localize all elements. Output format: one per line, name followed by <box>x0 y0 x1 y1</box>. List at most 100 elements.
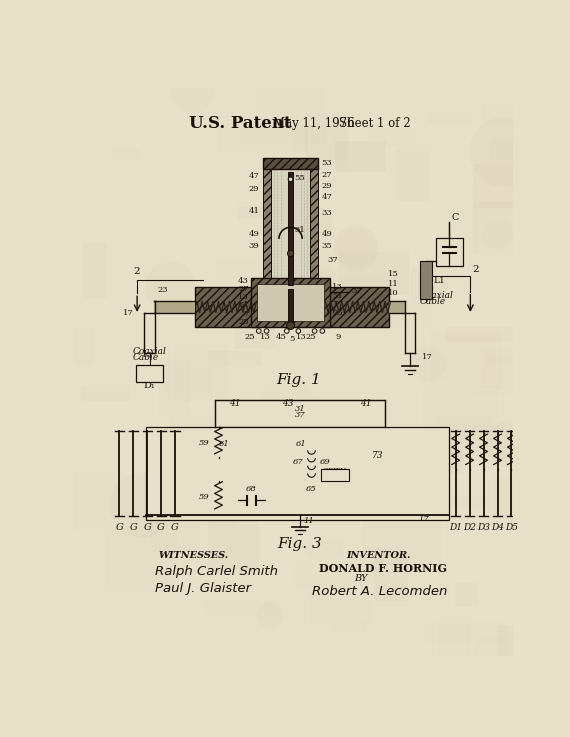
Bar <box>445 327 526 340</box>
Bar <box>112 149 140 159</box>
Text: 41: 41 <box>249 207 259 215</box>
Bar <box>263 158 317 169</box>
Bar <box>428 113 471 125</box>
Circle shape <box>145 262 196 312</box>
Bar <box>151 509 200 551</box>
Bar <box>174 344 229 402</box>
Bar <box>361 298 433 329</box>
Bar <box>75 327 94 364</box>
Bar <box>420 261 433 299</box>
Text: 35: 35 <box>321 242 332 250</box>
Bar <box>203 599 279 614</box>
Bar <box>490 140 515 159</box>
Circle shape <box>296 329 300 333</box>
Text: 27: 27 <box>238 285 249 293</box>
Bar <box>257 284 324 321</box>
Bar <box>217 122 307 152</box>
Text: 49: 49 <box>321 230 332 238</box>
Text: 49: 49 <box>249 230 259 238</box>
Text: 71: 71 <box>336 472 345 480</box>
Bar <box>308 268 336 287</box>
Text: 73: 73 <box>372 451 384 460</box>
Text: 7: 7 <box>332 301 338 308</box>
Text: 31: 31 <box>295 405 306 413</box>
Text: 51: 51 <box>238 301 249 309</box>
Text: 59: 59 <box>198 439 209 447</box>
Text: 65: 65 <box>306 485 317 493</box>
Bar <box>411 267 447 298</box>
Text: 7: 7 <box>243 310 249 318</box>
Text: ON: ON <box>335 467 347 475</box>
Bar <box>214 259 262 291</box>
Text: 37: 37 <box>351 287 362 295</box>
Bar <box>423 495 490 507</box>
Text: 17: 17 <box>422 354 432 361</box>
Bar <box>486 355 570 366</box>
Bar <box>437 623 471 666</box>
Text: 5: 5 <box>290 335 295 343</box>
Text: 41: 41 <box>229 399 240 408</box>
Text: G: G <box>129 523 137 533</box>
Bar <box>263 169 271 296</box>
Bar <box>75 471 117 530</box>
Text: 39: 39 <box>249 242 259 251</box>
Text: G: G <box>143 523 151 533</box>
Text: 67: 67 <box>293 458 304 466</box>
Text: 69: 69 <box>319 458 330 466</box>
Text: Cable: Cable <box>420 297 446 306</box>
Bar <box>338 251 409 295</box>
Text: 23: 23 <box>157 286 168 294</box>
Bar <box>324 287 389 327</box>
Text: Fig. 1: Fig. 1 <box>276 374 321 388</box>
Text: 45: 45 <box>276 333 287 341</box>
Text: G: G <box>157 523 165 533</box>
Bar <box>146 427 450 520</box>
Text: 29: 29 <box>249 186 259 193</box>
Bar <box>239 126 325 145</box>
Text: D3: D3 <box>477 523 490 533</box>
Text: 53: 53 <box>321 159 332 167</box>
Text: 9: 9 <box>335 333 340 341</box>
Text: Coaxial: Coaxial <box>132 347 166 356</box>
Bar <box>365 547 393 556</box>
Text: BY: BY <box>354 574 368 583</box>
Bar <box>362 509 442 566</box>
Text: May 11, 1976: May 11, 1976 <box>273 116 355 130</box>
Text: 17: 17 <box>123 309 133 317</box>
Text: D4: D4 <box>491 523 504 533</box>
Bar <box>105 531 177 592</box>
Text: 15: 15 <box>388 270 398 279</box>
Bar <box>255 89 325 125</box>
Bar <box>154 301 196 313</box>
Circle shape <box>256 329 261 333</box>
Bar <box>335 141 386 172</box>
Bar <box>498 625 549 678</box>
Bar <box>306 113 349 160</box>
Bar <box>437 418 492 460</box>
Text: Ralph Carlel Smith: Ralph Carlel Smith <box>155 565 278 578</box>
Text: Sheet 1 of 2: Sheet 1 of 2 <box>339 116 410 130</box>
Bar <box>288 289 293 327</box>
Text: D5: D5 <box>505 523 518 533</box>
Bar <box>251 278 330 327</box>
Circle shape <box>242 477 275 509</box>
Circle shape <box>333 226 378 270</box>
Text: DONALD F. HORNIG: DONALD F. HORNIG <box>319 563 447 574</box>
Bar <box>310 595 372 624</box>
Bar <box>389 301 405 313</box>
Text: 25: 25 <box>238 318 249 326</box>
Bar <box>396 150 430 201</box>
Text: OFF: OFF <box>323 467 339 475</box>
Bar <box>501 631 563 640</box>
Text: 61: 61 <box>296 441 307 449</box>
Text: 13: 13 <box>238 293 249 301</box>
Bar <box>425 621 508 644</box>
Text: G: G <box>115 523 123 533</box>
Text: 25: 25 <box>332 309 343 317</box>
Circle shape <box>287 322 295 329</box>
Bar <box>359 427 378 475</box>
Text: 57: 57 <box>323 472 332 480</box>
Text: D2: D2 <box>463 523 476 533</box>
Text: 55: 55 <box>295 174 305 182</box>
Bar <box>466 386 543 397</box>
